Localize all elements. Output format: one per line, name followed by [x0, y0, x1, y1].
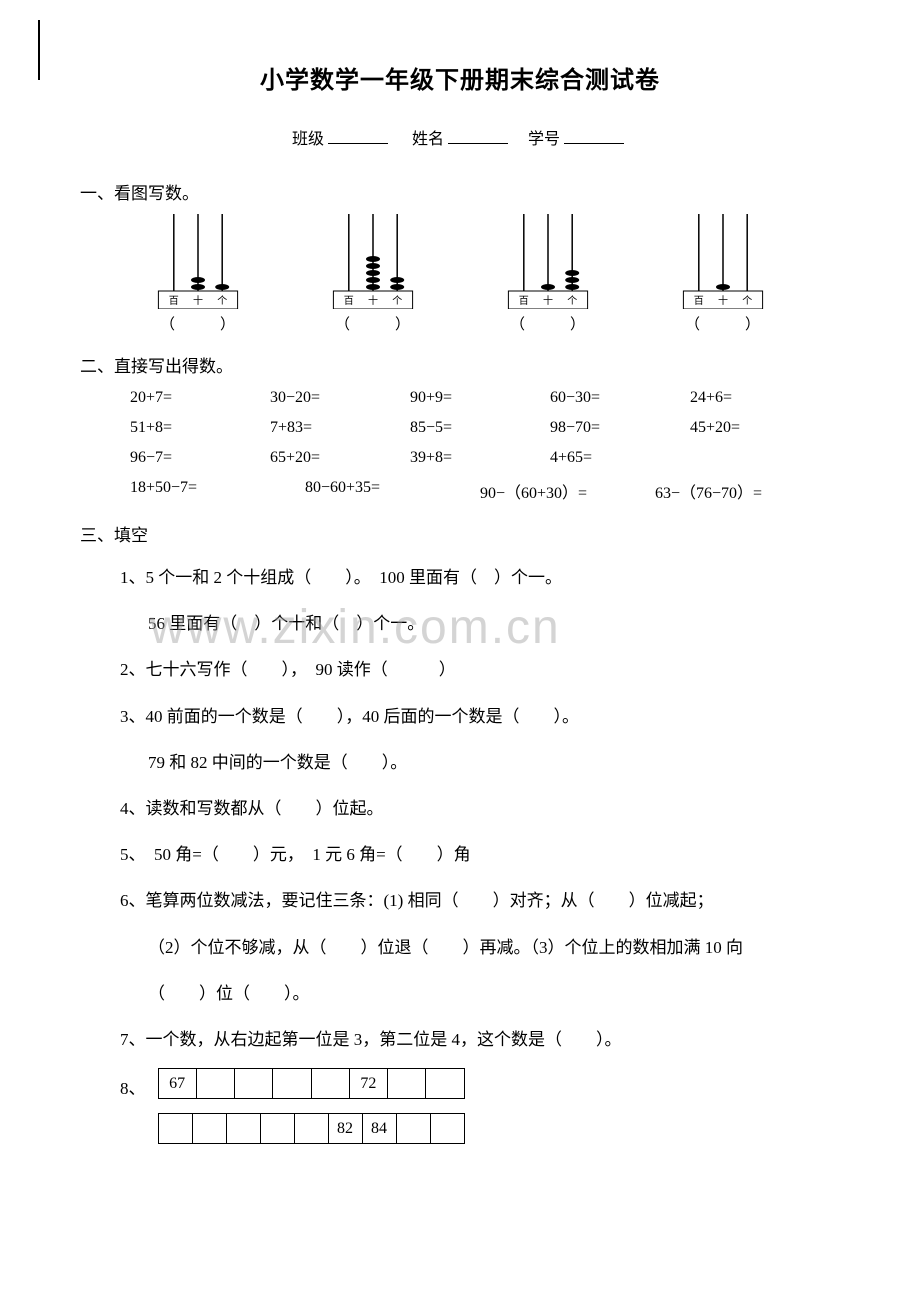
seq-cell: 72: [349, 1069, 387, 1099]
problem-cell: 20+7=: [130, 389, 270, 407]
svg-text:百: 百: [693, 295, 703, 307]
fill-in-block: 1、5 个一和 2 个十组成（ ）。 100 里面有（ ）个一。 56 里面有（…: [80, 556, 840, 1062]
svg-text:十: 十: [543, 294, 553, 307]
svg-text:十: 十: [368, 294, 378, 307]
problem-cell: 96−7=: [130, 449, 270, 467]
q2: 2、七十六写作（ ）， 90 读作（ ）: [120, 648, 840, 692]
section2-title: 二、直接写出得数。: [80, 352, 840, 377]
svg-text:十: 十: [193, 294, 203, 307]
q8-table-2: 8284: [158, 1113, 465, 1144]
abacus-row: 百 十 个 （ ） 百 十 个 （ ） 百 十 个 （ ） 百 十 个 （ ）: [80, 214, 840, 334]
seq-cell: 82: [328, 1114, 362, 1144]
svg-text:十: 十: [718, 294, 728, 307]
seq-cell: [396, 1114, 430, 1144]
blank-name: [448, 128, 508, 144]
q4: 4、读数和写数都从（ ）位起。: [120, 787, 840, 831]
problem-cell: 24+6=: [690, 389, 830, 407]
seq-cell: [273, 1069, 311, 1099]
seq-cell: [260, 1114, 294, 1144]
q3a: 3、40 前面的一个数是（ ），40 后面的一个数是（ ）。: [120, 695, 840, 739]
label-name: 姓名: [412, 131, 444, 148]
svg-text:百: 百: [168, 295, 178, 307]
abacus-svg: 百十个: [318, 214, 428, 309]
problem-cell: 90+9=: [410, 389, 550, 407]
q1b: 56 里面有（ ）个十和（ ）个一。: [120, 602, 840, 646]
seq-cell: [235, 1069, 273, 1099]
abacus-unit: 百 十 个 （ ）: [493, 214, 603, 334]
student-info-line: 班级 姓名 学号: [80, 125, 840, 149]
problem-cell: 65+20=: [270, 449, 410, 467]
left-margin-rule: [38, 20, 40, 80]
svg-text:个: 个: [742, 295, 752, 307]
problem-cell: 63−（76−70）=: [655, 479, 830, 503]
q5: 5、 50 角=（ ）元， 1 元 6 角=（ ）角: [120, 833, 840, 877]
problem-row: 20+7=30−20=90+9=60−30=24+6=: [130, 389, 840, 407]
problem-cell: 85−5=: [410, 419, 550, 437]
problem-cell: 4+65=: [550, 449, 690, 467]
label-id: 学号: [528, 131, 560, 148]
abacus-unit: 百 十 个 （ ）: [318, 214, 428, 334]
abacus-svg: 百十个: [493, 214, 603, 309]
label-class: 班级: [292, 131, 324, 148]
svg-text:百: 百: [343, 295, 353, 307]
abacus-caption: （ ）: [668, 313, 778, 334]
problem-cell: 39+8=: [410, 449, 550, 467]
problem-cell: 51+8=: [130, 419, 270, 437]
seq-cell: [294, 1114, 328, 1144]
q6a: 6、笔算两位数减法，要记住三条：(1) 相同（ ）对齐；从（ ）位减起；: [120, 879, 840, 923]
problem-cell: 45+20=: [690, 419, 830, 437]
problem-cell: 90−（60+30）=: [480, 479, 655, 503]
problem-row: 51+8=7+83=85−5=98−70=45+20=: [130, 419, 840, 437]
seq-cell: [196, 1069, 234, 1099]
problem-cell: [690, 449, 830, 467]
problem-cell: 18+50−7=: [130, 479, 305, 503]
section3-title: 三、填空: [80, 521, 840, 546]
q8-wrapper: 8、 67 72 8284: [80, 1068, 840, 1144]
seq-cell: 67: [158, 1069, 196, 1099]
abacus-svg: 百十个: [143, 214, 253, 309]
section1-title: 一、看图写数。: [80, 179, 840, 204]
seq-cell: [311, 1069, 349, 1099]
q3b: 79 和 82 中间的一个数是（ ）。: [120, 741, 840, 785]
abacus-caption: （ ）: [318, 313, 428, 334]
abacus-unit: 百 十 个 （ ）: [143, 214, 253, 334]
abacus-caption: （ ）: [143, 313, 253, 334]
problem-cell: 30−20=: [270, 389, 410, 407]
svg-text:个: 个: [217, 295, 227, 307]
page-title: 小学数学一年级下册期末综合测试卷: [80, 60, 840, 95]
q8-table-1: 67 72: [158, 1068, 465, 1099]
problem-row-wide: 18+50−7=80−60+35=90−（60+30）=63−（76−70）=: [130, 479, 840, 503]
svg-text:个: 个: [392, 295, 402, 307]
svg-text:百: 百: [518, 295, 528, 307]
blank-id: [564, 128, 624, 144]
problem-cell: 80−60+35=: [305, 479, 480, 503]
seq-cell: [158, 1114, 192, 1144]
seq-cell: [388, 1069, 426, 1099]
seq-cell: [430, 1114, 464, 1144]
blank-class: [328, 128, 388, 144]
q6b: （2）个位不够减，从（ ）位退（ ）再减。（3）个位上的数相加满 10 向: [120, 926, 840, 970]
abacus-caption: （ ）: [493, 313, 603, 334]
problem-cell: 98−70=: [550, 419, 690, 437]
problem-cell: 7+83=: [270, 419, 410, 437]
abacus-svg: 百十个: [668, 214, 778, 309]
problem-cell: 60−30=: [550, 389, 690, 407]
seq-cell: [426, 1069, 464, 1099]
q7: 7、一个数，从右边起第一位是 3，第二位是 4，这个数是（ ）。: [120, 1018, 840, 1062]
q1a: 1、5 个一和 2 个十组成（ ）。 100 里面有（ ）个一。: [120, 556, 840, 600]
seq-cell: [192, 1114, 226, 1144]
problem-row: 96−7=65+20=39+8=4+65=: [130, 449, 840, 467]
arithmetic-problems: 20+7=30−20=90+9=60−30=24+6= 51+8=7+83=85−…: [80, 389, 840, 503]
svg-text:个: 个: [567, 295, 577, 307]
q8-tables: 67 72 8284: [158, 1068, 465, 1144]
seq-cell: 84: [362, 1114, 396, 1144]
q6c: （ ）位（ ）。: [120, 972, 840, 1016]
abacus-unit: 百 十 个 （ ）: [668, 214, 778, 334]
seq-cell: [226, 1114, 260, 1144]
q8-label: 8、: [120, 1068, 146, 1099]
